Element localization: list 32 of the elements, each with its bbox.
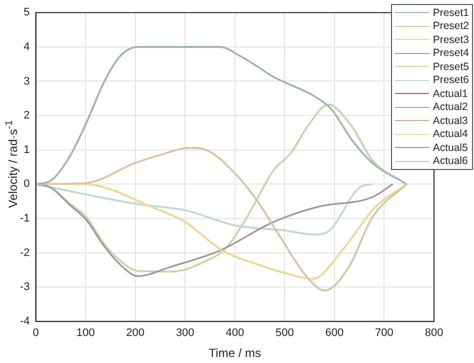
legend-label: Actual2 bbox=[432, 101, 468, 114]
legend-label: Preset3 bbox=[432, 34, 469, 46]
y-tick-label: 4 bbox=[24, 40, 30, 53]
legend-label: Preset5 bbox=[432, 60, 469, 73]
x-tick-label: 600 bbox=[325, 327, 344, 340]
y-tick-label: -1 bbox=[20, 212, 30, 224]
y-tick-label: -4 bbox=[20, 315, 30, 328]
x-tick-label: 200 bbox=[126, 327, 145, 340]
y-tick-label: 5 bbox=[24, 6, 30, 19]
legend-label: Actual5 bbox=[432, 142, 468, 154]
legend-label: Actual3 bbox=[432, 114, 468, 127]
legend-label: Actual1 bbox=[432, 88, 468, 100]
y-tick-label: 0 bbox=[24, 178, 30, 190]
legend-label: Preset2 bbox=[432, 20, 469, 32]
x-tick-label: 100 bbox=[76, 327, 95, 340]
y-tick-label: 2 bbox=[24, 110, 30, 122]
legend-label: Preset6 bbox=[432, 74, 469, 86]
x-tick-label: 300 bbox=[176, 327, 194, 340]
y-tick-label: -3 bbox=[20, 281, 30, 294]
x-tick-label: 800 bbox=[424, 327, 444, 340]
y-tick-label: 1 bbox=[24, 144, 30, 156]
x-tick-label: 700 bbox=[375, 327, 394, 340]
legend-label: Preset1 bbox=[432, 6, 469, 19]
x-tick-label: 500 bbox=[275, 327, 294, 340]
legend-label: Actual4 bbox=[432, 128, 468, 140]
legend-label: Actual6 bbox=[432, 155, 468, 168]
x-tick-label: 400 bbox=[226, 327, 244, 340]
y-tick-label: 3 bbox=[24, 75, 30, 88]
x-tick-label: 0 bbox=[32, 327, 39, 340]
y-tick-label: -2 bbox=[20, 246, 30, 259]
x-axis-title: Time / ms bbox=[208, 346, 261, 360]
legend-label: Preset4 bbox=[432, 47, 469, 60]
